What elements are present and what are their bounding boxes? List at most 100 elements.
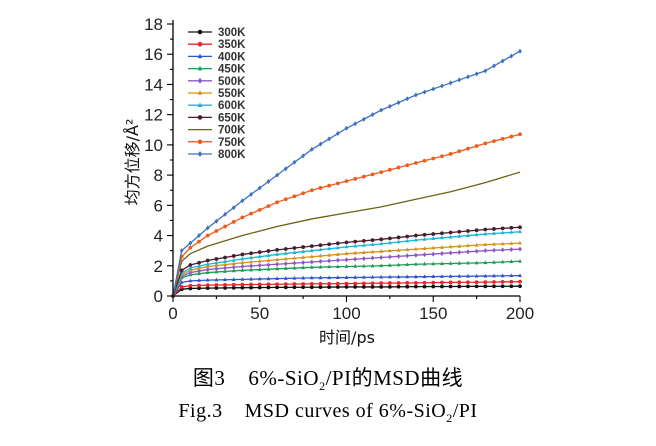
data-point	[422, 246, 427, 250]
data-point	[500, 279, 505, 284]
data-point	[214, 283, 219, 287]
data-point	[301, 285, 306, 290]
data-point	[327, 136, 332, 142]
legend-label: 500K	[218, 76, 246, 88]
data-point	[387, 248, 392, 253]
data-point	[257, 250, 262, 255]
data-point	[197, 286, 201, 291]
series-300K	[171, 284, 522, 298]
data-point	[379, 274, 384, 279]
y-tick-label: 12	[144, 106, 163, 125]
data-point	[387, 281, 392, 285]
data-point	[197, 263, 201, 268]
data-point	[457, 149, 462, 154]
data-point	[257, 276, 262, 281]
data-point	[440, 245, 444, 249]
data-point	[422, 89, 427, 95]
data-point	[518, 258, 522, 263]
data-point	[205, 283, 210, 288]
data-point	[492, 231, 496, 235]
data-point	[344, 275, 349, 279]
data-point	[223, 262, 227, 267]
data-point	[396, 165, 401, 170]
data-point	[231, 261, 236, 266]
data-point	[457, 249, 462, 255]
data-point	[353, 285, 358, 289]
data-point	[231, 285, 236, 290]
data-point	[327, 252, 332, 257]
data-point	[327, 264, 332, 269]
legend-item-500K: 500K	[188, 76, 246, 88]
data-point	[188, 283, 193, 288]
data-point	[240, 276, 245, 281]
data-point	[240, 198, 245, 204]
data-point	[414, 92, 418, 98]
data-point	[361, 116, 366, 122]
data-point	[292, 265, 297, 270]
data-point	[422, 236, 427, 241]
data-point	[483, 227, 488, 232]
data-point	[414, 252, 418, 258]
data-point	[466, 243, 470, 248]
data-point	[188, 286, 193, 291]
data-point	[448, 280, 453, 285]
data-point	[466, 284, 470, 289]
data-point	[440, 251, 444, 256]
legend-marker	[197, 102, 203, 107]
data-point	[500, 247, 505, 253]
data-point	[492, 259, 496, 264]
data-point	[492, 241, 496, 246]
data-point	[509, 134, 514, 139]
y-tick-label: 0	[154, 287, 163, 306]
legend-label: 450K	[218, 64, 246, 76]
series-line	[172, 171, 521, 297]
legend-marker	[197, 151, 203, 157]
data-point	[205, 270, 210, 274]
data-point	[422, 284, 427, 289]
data-point	[361, 263, 366, 268]
legend-marker	[197, 29, 203, 35]
y-tick-label: 16	[144, 45, 163, 64]
data-point	[509, 225, 514, 230]
legend-marker	[197, 41, 203, 47]
data-point	[231, 264, 236, 270]
data-point	[292, 260, 297, 266]
data-point	[223, 255, 227, 260]
data-point	[396, 262, 401, 267]
data-point	[387, 284, 392, 289]
data-point	[327, 246, 332, 251]
data-point	[457, 77, 462, 83]
data-point	[396, 253, 401, 259]
data-point	[301, 255, 306, 259]
data-point	[309, 264, 314, 269]
data-point	[223, 259, 227, 264]
data-point	[344, 281, 349, 286]
y-tick-label: 10	[144, 136, 163, 155]
data-point	[231, 254, 236, 258]
data-point	[188, 265, 193, 270]
data-point	[179, 285, 184, 289]
data-point	[283, 256, 288, 261]
data-point	[361, 256, 366, 262]
data-point	[518, 229, 522, 234]
data-point	[266, 266, 271, 271]
data-point	[509, 279, 514, 284]
data-point	[405, 247, 410, 252]
data-point	[500, 136, 505, 141]
data-point	[509, 259, 514, 264]
data-point	[214, 269, 219, 274]
data-point	[431, 284, 436, 289]
data-point	[509, 241, 514, 245]
legend-item-600K: 600K	[188, 100, 246, 112]
data-point	[188, 278, 193, 283]
data-point	[257, 254, 262, 259]
data-point	[240, 256, 245, 261]
data-point	[370, 242, 375, 247]
data-point	[283, 166, 288, 172]
data-point	[275, 200, 279, 205]
data-point	[301, 282, 306, 286]
data-point	[440, 83, 444, 89]
data-point	[318, 264, 323, 269]
data-point	[387, 254, 392, 260]
data-point	[500, 284, 505, 289]
